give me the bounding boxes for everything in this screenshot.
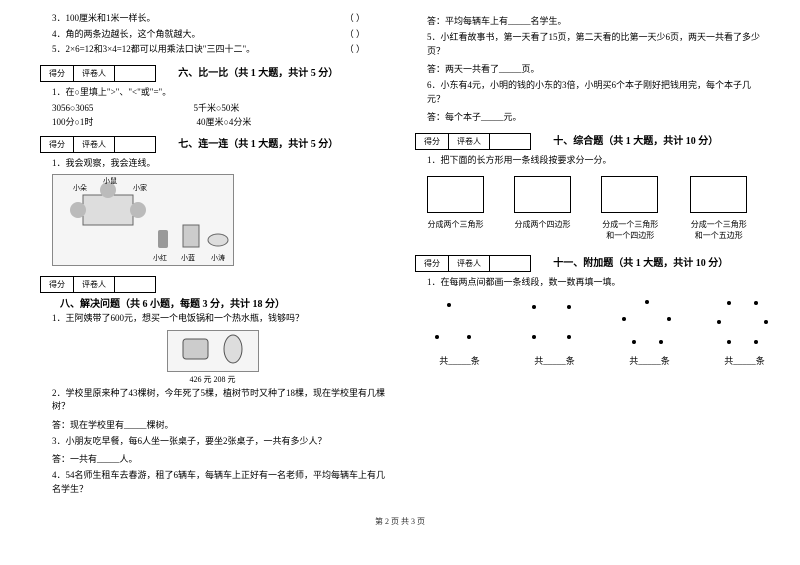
page-footer: 第 2 页 共 3 页	[0, 516, 800, 527]
paren[interactable]: （ ）	[345, 43, 365, 57]
s8-a3[interactable]: 答：一共有_____人。	[52, 452, 385, 465]
svg-text:小朵: 小朵	[73, 183, 87, 192]
s8-a5[interactable]: 答：两天一共看了_____页。	[427, 62, 760, 75]
s6-row2[interactable]: 100分○1时40厘米○4分米	[52, 115, 385, 129]
judge-q3: 3．100厘米和1米一样长。（ ）	[52, 12, 385, 26]
s6-row1[interactable]: 3056○30655千米○50米	[52, 101, 385, 115]
svg-text:小家: 小家	[133, 183, 147, 192]
paren[interactable]: （ ）	[345, 12, 365, 26]
s10-q1: 1．把下面的长方形用一条线段按要求分一分。	[427, 154, 760, 168]
s8-q1: 1．王阿姨带了600元，想买一个电饭锅和一个热水瓶，钱够吗？	[52, 312, 385, 326]
score-box: 得分评卷人	[40, 136, 156, 153]
s8-q5: 5．小红看故事书，第一天看了15页，第二天看的比第一天少6页，两天一共看了多少页…	[427, 31, 760, 58]
s8-q4: 4．54名师生租车去春游，租了6辆车，每辆车上正好有一名老师，平均每辆车上有几名…	[52, 469, 385, 496]
s7-q1: 1．我会观察，我会连线。	[52, 157, 385, 171]
section-10-title: 十、综合题（共 1 大题，共计 10 分）	[553, 132, 718, 147]
section-6-title: 六、比一比（共 1 大题，共计 5 分）	[178, 64, 338, 79]
section-11-title: 十一、附加题（共 1 大题，共计 10 分）	[553, 254, 728, 269]
svg-text:小红: 小红	[153, 253, 167, 262]
rect-group[interactable]: 分成两个三角形 分成两个四边形 分成一个三角形和一个四边形 分成一个三角形和一个…	[427, 176, 748, 241]
svg-text:小蓝: 小蓝	[181, 253, 195, 262]
score-box: 得分评卷人	[40, 276, 156, 293]
s6-q1: 1．在○里填上">"、"<"或"="。	[52, 86, 385, 100]
price-image: 426 元 208 元	[40, 328, 385, 385]
svg-text:小涛: 小涛	[211, 253, 225, 262]
score-box: 得分评卷人	[415, 255, 531, 272]
dots-group[interactable]: 共_____条 共_____条 共_____条 共_____条	[427, 295, 748, 367]
s11-q1: 1．在每两点间都画一条线段，数一数再填一填。	[427, 276, 760, 290]
s8-a2[interactable]: 答：现在学校里有_____棵树。	[52, 418, 385, 431]
judge-q4: 4．角的两条边越长，这个角就越大。（ ）	[52, 28, 385, 42]
s8-q2: 2．学校里原来种了43棵树，今年死了5棵，植树节时又种了18棵，现在学校里有几棵…	[52, 387, 385, 414]
s8-a4[interactable]: 答：平均每辆车上有_____名学生。	[427, 14, 760, 27]
connect-image[interactable]: 小朵 小鼠 小家 小红 小蓝 小涛	[52, 174, 234, 266]
section-7-title: 七、连一连（共 1 大题，共计 5 分）	[178, 135, 338, 150]
section-8-title: 八、解决问题（共 6 小题，每题 3 分，共计 18 分）	[60, 295, 285, 310]
s8-a6[interactable]: 答：每个本子_____元。	[427, 110, 760, 123]
s8-q6: 6．小东有4元，小明的钱的小东的3倍，小明买6个本子刚好把钱用完，每个本子几元？	[427, 79, 760, 106]
s8-q3: 3．小朋友吃早餐，每6人坐一张桌子，要坐2张桌子，一共有多少人？	[52, 435, 385, 449]
paren[interactable]: （ ）	[345, 28, 365, 42]
judge-q5: 5．2×6=12和3×4=12都可以用乘法口诀"三四十二"。（ ）	[52, 43, 385, 57]
score-box: 得分评卷人	[40, 65, 156, 82]
svg-text:小鼠: 小鼠	[103, 176, 117, 185]
score-box: 得分评卷人	[415, 133, 531, 150]
